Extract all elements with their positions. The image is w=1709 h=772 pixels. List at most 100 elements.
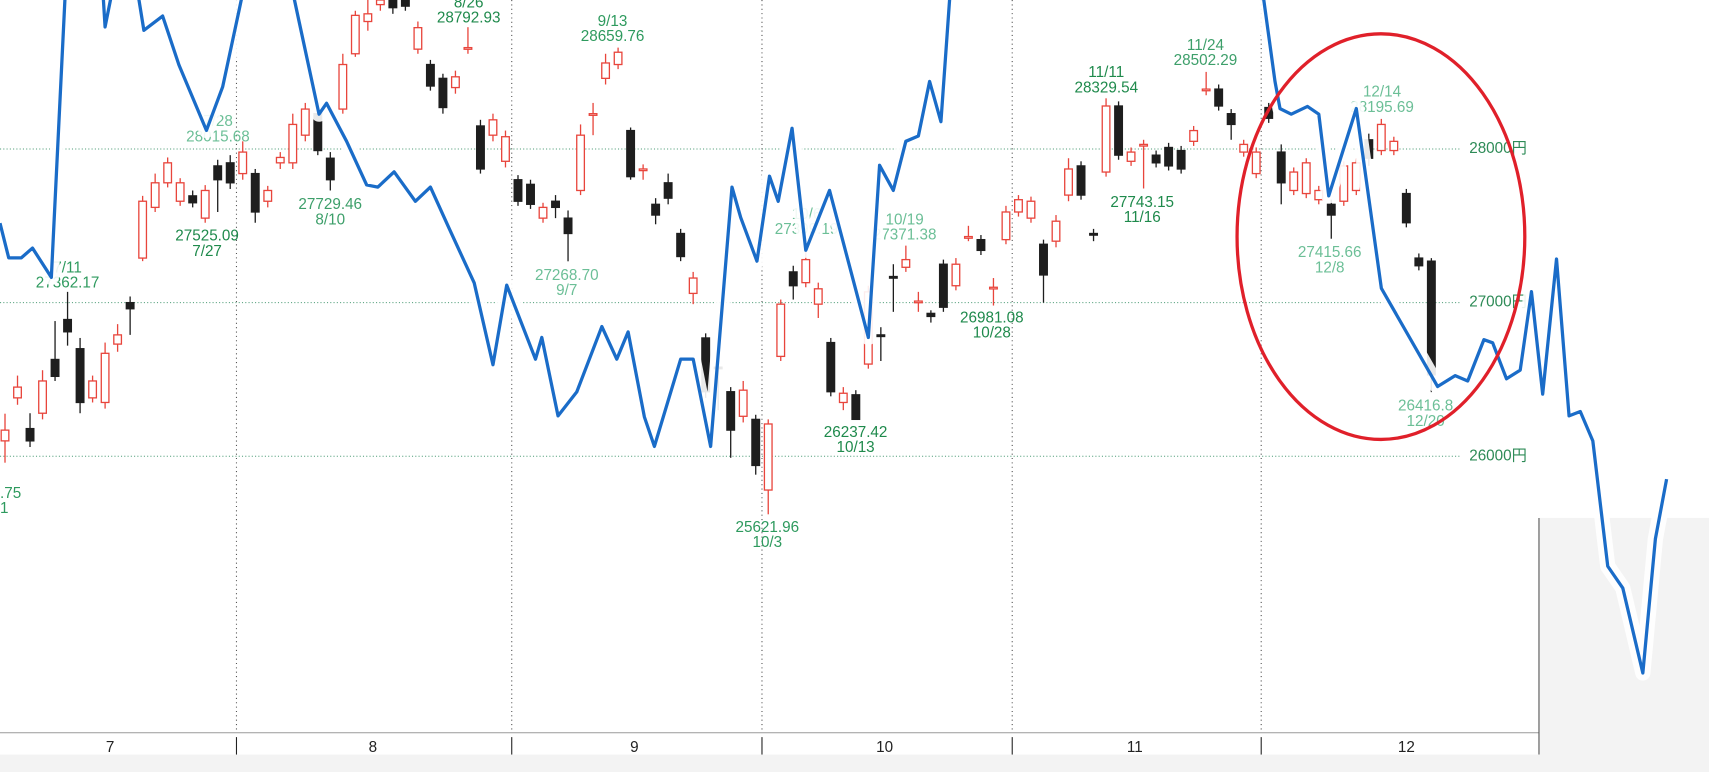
- candle-body: [63, 318, 73, 333]
- annotation-value: 27729.46: [298, 196, 362, 213]
- candle-body: [1251, 151, 1261, 175]
- x-tick-label: 8: [369, 739, 377, 756]
- candle-body: [1164, 146, 1174, 167]
- candle-body: [1401, 192, 1411, 224]
- annotation-value: 28659.76: [581, 28, 645, 45]
- candle-body: [1214, 88, 1224, 107]
- y-tick-label: 26000円: [1469, 447, 1527, 464]
- candle-body: [38, 380, 48, 414]
- annotation-date: 11/16: [1124, 209, 1161, 226]
- candle-body: [1014, 199, 1023, 213]
- candle-body: [200, 189, 210, 219]
- candle-body: [150, 182, 160, 209]
- candles: [0, 0, 1436, 515]
- candle-body: [551, 200, 561, 209]
- candle-body: [988, 286, 998, 290]
- annotation-value: 27743.15: [1110, 194, 1174, 211]
- candle-body: [676, 232, 686, 258]
- candle-body: [601, 62, 611, 79]
- annotation-value: 28792.93: [437, 10, 501, 27]
- candle-body: [488, 119, 498, 136]
- candle-body: [613, 51, 623, 66]
- candle-body: [1289, 171, 1299, 192]
- candle-body: [75, 348, 85, 404]
- candle-body: [1089, 232, 1099, 236]
- candle-body: [638, 168, 648, 172]
- candle-body: [350, 14, 360, 55]
- candle-body: [626, 129, 636, 178]
- candle-body: [400, 0, 410, 7]
- candle-body: [1376, 123, 1386, 152]
- annotation-value: 26237.42: [824, 424, 888, 441]
- candle-body: [976, 238, 986, 252]
- candle-body: [1414, 257, 1424, 267]
- candle-body: [1389, 140, 1399, 152]
- line: [0, 0, 1669, 675]
- candle-body: [1001, 211, 1011, 241]
- candle-body: [576, 134, 586, 192]
- annotation-date: 10/28: [973, 325, 1011, 342]
- candle-body: [163, 162, 173, 184]
- candle-body: [501, 136, 510, 162]
- candle-body: [450, 76, 460, 89]
- candle-body: [413, 26, 423, 50]
- annotation-date: 12/8: [1315, 259, 1345, 276]
- annotation-date: 10/13: [837, 439, 875, 456]
- candle-body: [538, 206, 548, 219]
- line-group: [0, 0, 1675, 681]
- candle-body: [1101, 105, 1111, 173]
- candle-body: [1201, 88, 1211, 92]
- candle-body: [363, 13, 373, 23]
- candle-body: [475, 125, 485, 170]
- candle-body: [688, 277, 698, 295]
- candle-body: [563, 217, 573, 235]
- candle-body: [1114, 105, 1124, 156]
- candle-body: [776, 303, 786, 358]
- plot-area: [0, 0, 1539, 755]
- candle-body: [100, 352, 110, 404]
- annotation-value: .75: [0, 485, 21, 502]
- candle-body: [225, 162, 235, 184]
- candle-body: [1051, 220, 1061, 242]
- candle-body: [1076, 165, 1086, 196]
- candle-body: [876, 334, 886, 338]
- candle-body: [813, 288, 823, 305]
- candle-body: [651, 203, 661, 216]
- annotation-date: 7/11: [53, 259, 82, 276]
- candle-body: [238, 151, 248, 175]
- annotation-date: 9/13: [598, 13, 628, 30]
- annotation-date: 10/19: [886, 211, 924, 228]
- axis-panel: [1538, 0, 1709, 518]
- candle-body: [526, 183, 535, 205]
- candle-body: [913, 300, 923, 304]
- candle-body: [438, 77, 448, 109]
- candle-body: [138, 200, 148, 259]
- annotation-value: 27371.38: [873, 227, 937, 244]
- candle-body: [1026, 200, 1036, 219]
- candle-body: [0, 429, 10, 442]
- candle-body: [175, 182, 185, 202]
- candle-body: [125, 301, 135, 310]
- candle-body: [13, 386, 22, 399]
- candle-body: [926, 312, 936, 318]
- candle-body: [1276, 151, 1286, 184]
- annotation-date: 10/3: [752, 534, 782, 551]
- candle-body: [588, 113, 598, 116]
- candle-body: [275, 156, 285, 164]
- candle-body: [300, 108, 310, 136]
- highlight-ellipse: [1235, 32, 1527, 442]
- annotation-value: 25621.96: [736, 519, 800, 536]
- candle-body: [1139, 143, 1149, 147]
- annotation-date: 7/27: [192, 243, 222, 260]
- annotation-date: 11/11: [1088, 64, 1124, 81]
- candle-body: [951, 263, 961, 287]
- annotation-value: 28015.68: [186, 128, 250, 145]
- x-tick-label: 10: [876, 739, 893, 756]
- candle-body: [763, 423, 773, 491]
- annotation-date: 1: [0, 500, 8, 517]
- candle-body: [726, 391, 736, 431]
- candle-body: [1301, 162, 1311, 195]
- candle-body: [801, 258, 811, 284]
- candle-body: [25, 427, 35, 442]
